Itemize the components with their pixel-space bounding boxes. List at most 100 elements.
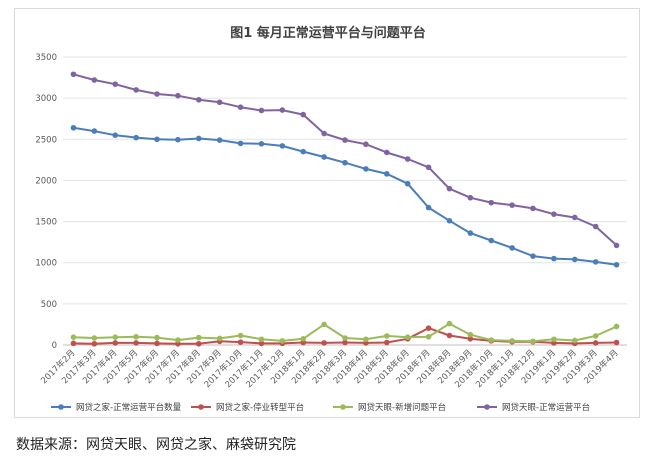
data-point — [112, 334, 119, 340]
y-tick-label: 500 — [41, 300, 57, 310]
data-point — [154, 334, 160, 341]
data-point — [91, 77, 98, 83]
legend-swatch-marker — [58, 404, 64, 410]
data-point — [425, 325, 432, 331]
data-point — [342, 159, 348, 166]
data-point — [446, 217, 453, 224]
data-point — [70, 334, 77, 340]
data-point — [592, 259, 599, 265]
y-tick-label: 0 — [52, 341, 57, 351]
series-layer — [70, 71, 620, 347]
data-point — [321, 321, 327, 328]
data-point — [613, 261, 620, 268]
data-point — [321, 130, 327, 137]
data-point — [342, 339, 348, 346]
data-point — [571, 214, 578, 221]
legend-label: 网贷天眼-正常运营平台 — [502, 402, 590, 413]
y-tick-label: 3000 — [35, 94, 57, 104]
data-point — [613, 242, 620, 249]
data-point — [488, 237, 495, 244]
data-point — [70, 71, 77, 78]
data-point — [592, 333, 599, 339]
data-point — [321, 154, 327, 160]
data-point — [216, 99, 223, 106]
data-point — [237, 104, 244, 110]
y-tick-label: 3500 — [35, 53, 57, 63]
data-point — [551, 211, 557, 217]
data-point — [383, 149, 390, 156]
data-point — [446, 320, 453, 327]
legend-swatch-marker — [484, 404, 490, 410]
data-point — [509, 338, 515, 344]
chart-frame: 图1 每月正常运营平台与问题平台 0 500 1000 1500 2000 2500 300… — [14, 8, 640, 418]
data-point — [321, 340, 327, 346]
data-point — [133, 340, 139, 346]
gridlines — [63, 56, 627, 346]
data-point — [154, 136, 160, 143]
data-point — [530, 338, 536, 345]
data-point — [509, 245, 515, 251]
data-point — [279, 107, 286, 113]
data-point — [195, 135, 202, 142]
data-point — [175, 337, 181, 343]
data-point — [571, 256, 578, 263]
data-point — [342, 137, 348, 143]
data-point — [425, 333, 432, 340]
data-point — [613, 323, 620, 330]
data-point — [488, 199, 495, 206]
data-point — [154, 91, 160, 97]
data-point — [70, 340, 77, 347]
data-point — [300, 111, 307, 118]
data-point — [112, 340, 119, 346]
y-tick-label: 2500 — [35, 135, 57, 145]
line-chart: 图1 每月正常运营平台与问题平台 0 500 1000 1500 2000 2500 300… — [35, 25, 627, 413]
data-point — [91, 128, 98, 134]
y-tick-label: 1000 — [35, 259, 57, 269]
data-point — [91, 335, 98, 341]
chart-title: 图1 每月正常运营平台与问题平台 — [230, 25, 426, 41]
legend-item: 网贷天眼-正常运营平台 — [477, 402, 590, 413]
data-point — [195, 340, 202, 347]
legend-item: 网贷之家-停业转型平台 — [191, 402, 304, 413]
data-point — [154, 340, 160, 347]
series-3 — [70, 320, 620, 345]
y-tick-label: 2000 — [35, 176, 57, 186]
data-point — [133, 134, 139, 141]
legend-item: 网贷天眼-新增问题平台 — [333, 402, 446, 413]
data-point — [237, 332, 244, 339]
data-point — [613, 339, 620, 346]
legend-label: 网贷天眼-新增问题平台 — [358, 402, 446, 413]
data-point — [383, 339, 390, 346]
data-point — [133, 333, 139, 340]
x-axis-ticks: 2017年2月2017年3月2017年4月2017年5月2017年6月2017年… — [39, 347, 621, 390]
y-axis-ticks: 0 500 1000 1500 2000 2500 3000 3500 — [35, 53, 57, 351]
data-point — [175, 92, 181, 99]
data-point — [571, 337, 578, 344]
data-point — [467, 336, 474, 342]
legend: 网贷之家-正常运营平台数量 网贷之家-停业转型平台 网贷天眼-新增问题平台 网贷天眼-… — [51, 402, 590, 413]
data-point — [446, 185, 453, 192]
data-point — [112, 132, 119, 138]
data-point — [258, 107, 265, 114]
source-note: 数据来源：网贷天眼、网贷之家、麻袋研究院 — [16, 437, 296, 453]
series-line — [73, 126, 617, 266]
data-point — [530, 253, 536, 259]
data-point — [467, 331, 474, 338]
data-point — [404, 180, 411, 187]
data-point — [216, 335, 223, 342]
data-point — [237, 339, 244, 345]
data-point — [195, 96, 202, 103]
data-point — [258, 336, 265, 343]
data-point — [404, 334, 411, 340]
data-point — [258, 141, 265, 147]
data-point — [300, 148, 307, 155]
data-point — [383, 333, 390, 339]
data-point — [363, 141, 369, 148]
data-point — [592, 223, 599, 230]
data-point — [488, 337, 495, 343]
data-point — [363, 336, 369, 343]
data-point — [363, 166, 369, 172]
legend-label: 网贷之家-停业转型平台 — [216, 402, 304, 413]
data-point — [195, 334, 202, 341]
data-point — [425, 204, 432, 211]
